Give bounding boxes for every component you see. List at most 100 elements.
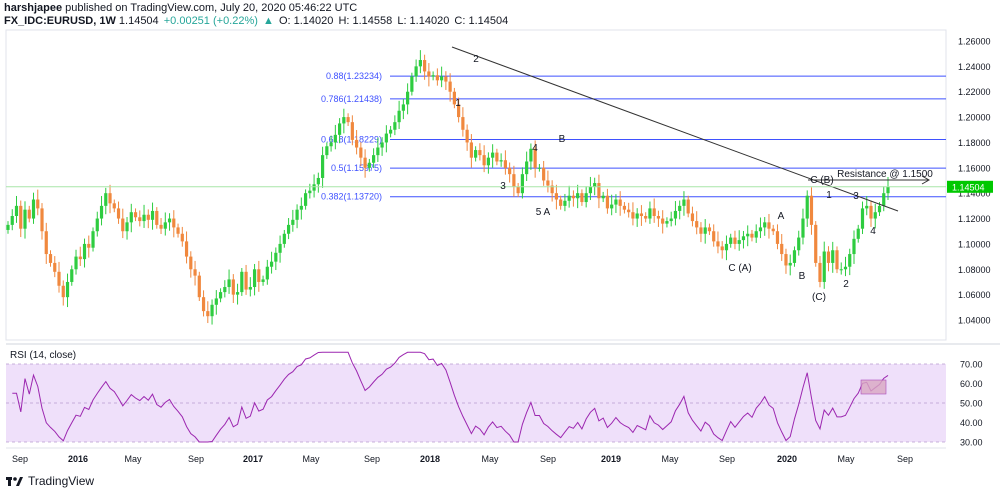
candle-body — [159, 224, 163, 229]
candle-body — [95, 218, 99, 232]
price-tick-label: 1.08000 — [958, 265, 991, 275]
rsi-axis[interactable]: 70.00 60.00 50.00 40.00 30.00 — [960, 360, 983, 448]
time-axis[interactable]: Sep 2016 May Sep 2017 May Sep 2018 May Sep 2019 May… — [12, 454, 913, 464]
candle-body — [23, 209, 27, 229]
candle-body — [797, 237, 801, 251]
candle-body — [223, 287, 227, 293]
time-tick-label: May — [837, 454, 855, 464]
author-name[interactable]: harshjapee — [4, 2, 63, 14]
trendline[interactable] — [451, 46, 899, 212]
wave-label: C (B) — [810, 175, 833, 186]
candle-body — [133, 212, 138, 218]
brand-name[interactable]: TradingView — [28, 474, 95, 488]
tradingview-logo-icon[interactable] — [6, 474, 24, 488]
price-axis[interactable]: 1.26000 1.24000 1.22000 1.20000 1.18000 1.160… — [958, 37, 991, 326]
candle-body — [27, 209, 31, 219]
candle-body — [737, 240, 741, 244]
candle-body — [184, 241, 189, 257]
candle-body — [499, 160, 503, 162]
candle-body — [525, 161, 529, 175]
candle-body — [614, 199, 618, 205]
candle-body — [82, 243, 87, 260]
candle-body — [299, 205, 303, 210]
candle-body — [248, 287, 252, 290]
candle-body — [44, 231, 48, 255]
candle-body — [707, 227, 712, 232]
candle-body — [448, 81, 452, 92]
wave-label: B — [559, 134, 566, 145]
candle-body — [533, 148, 537, 168]
candle-body — [729, 237, 733, 244]
candle-body — [48, 254, 53, 263]
wave-label: 4 — [870, 226, 876, 237]
time-tick-label: 2019 — [601, 454, 621, 464]
candle-body — [440, 76, 444, 81]
candle-body — [316, 177, 320, 185]
candle-body — [758, 227, 763, 232]
candle-body — [410, 76, 414, 92]
candle-body — [384, 133, 388, 143]
candle-body — [605, 195, 610, 209]
candle-body — [482, 155, 486, 166]
price-tick-label: 1.12000 — [958, 214, 991, 224]
candle-body — [435, 75, 439, 81]
rsi-legend: RSI (14, close) — [10, 350, 76, 361]
price-tick-label: 1.26000 — [958, 37, 991, 47]
candle-body — [121, 218, 125, 232]
price-chart[interactable]: 1.26000 1.24000 1.22000 1.20000 1.18000 1.160… — [0, 0, 1000, 474]
wave-label: 3 — [500, 181, 506, 192]
candle-body — [303, 193, 308, 206]
candle-body — [337, 123, 342, 135]
rsi-tick-label: 40.00 — [960, 418, 983, 428]
last-price-tag — [947, 180, 993, 193]
candle-body — [401, 104, 405, 111]
price-tick-label: 1.06000 — [958, 290, 991, 300]
candle-body — [703, 227, 707, 234]
candle-body — [231, 279, 235, 295]
candle-body — [380, 142, 384, 148]
fib-levels: 0.88(1.23234)0.786(1.21438)0.618(1.18229… — [321, 71, 946, 202]
resistance-arrow-icon — [921, 175, 931, 185]
price-tick-label: 1.14000 — [958, 189, 991, 199]
candle-body — [750, 233, 754, 238]
wave-label: 5 A — [536, 207, 551, 218]
wave-label: 3 — [853, 191, 859, 202]
rsi-tick-label: 60.00 — [960, 379, 983, 389]
candle-body — [252, 269, 257, 288]
candle-body — [516, 186, 520, 194]
candle-body — [350, 122, 354, 140]
candle-body — [869, 205, 873, 219]
candle-body — [10, 216, 14, 225]
candle-body — [172, 218, 176, 228]
candle-body — [210, 304, 214, 317]
high-value: H: 1.14558 — [338, 15, 393, 27]
ohlc-line: FX_IDC:EURUSD, 1W 1.14504 +0.00251 (+0.2… — [4, 15, 510, 28]
candle-body — [486, 157, 490, 166]
time-tick-label: Sep — [540, 454, 556, 464]
candle-body — [576, 193, 580, 199]
wave-label: 4 — [532, 143, 538, 154]
symbol-label: FX_IDC:EURUSD, 1W — [4, 15, 116, 27]
candle-body — [329, 142, 333, 147]
candle-body — [822, 251, 826, 282]
candle-body — [333, 134, 337, 143]
candle-body — [346, 117, 350, 123]
candle-body — [618, 199, 622, 206]
candle-body — [848, 254, 852, 267]
candle-body — [31, 199, 36, 219]
candle-body — [716, 241, 720, 247]
candle-body — [754, 231, 758, 238]
wave-label: 1 — [455, 98, 461, 109]
price-tick-label: 1.16000 — [958, 163, 991, 173]
candle-body — [423, 60, 427, 72]
candle-body — [53, 262, 57, 272]
candle-body — [669, 218, 673, 222]
candle-body — [129, 212, 133, 223]
candle-body — [6, 224, 10, 230]
candle-body — [503, 160, 507, 168]
rsi-highlight-box[interactable] — [860, 379, 887, 395]
candle-body — [835, 250, 839, 270]
candle-body — [635, 213, 639, 219]
rsi-band — [6, 363, 946, 443]
candle-body — [125, 222, 129, 232]
